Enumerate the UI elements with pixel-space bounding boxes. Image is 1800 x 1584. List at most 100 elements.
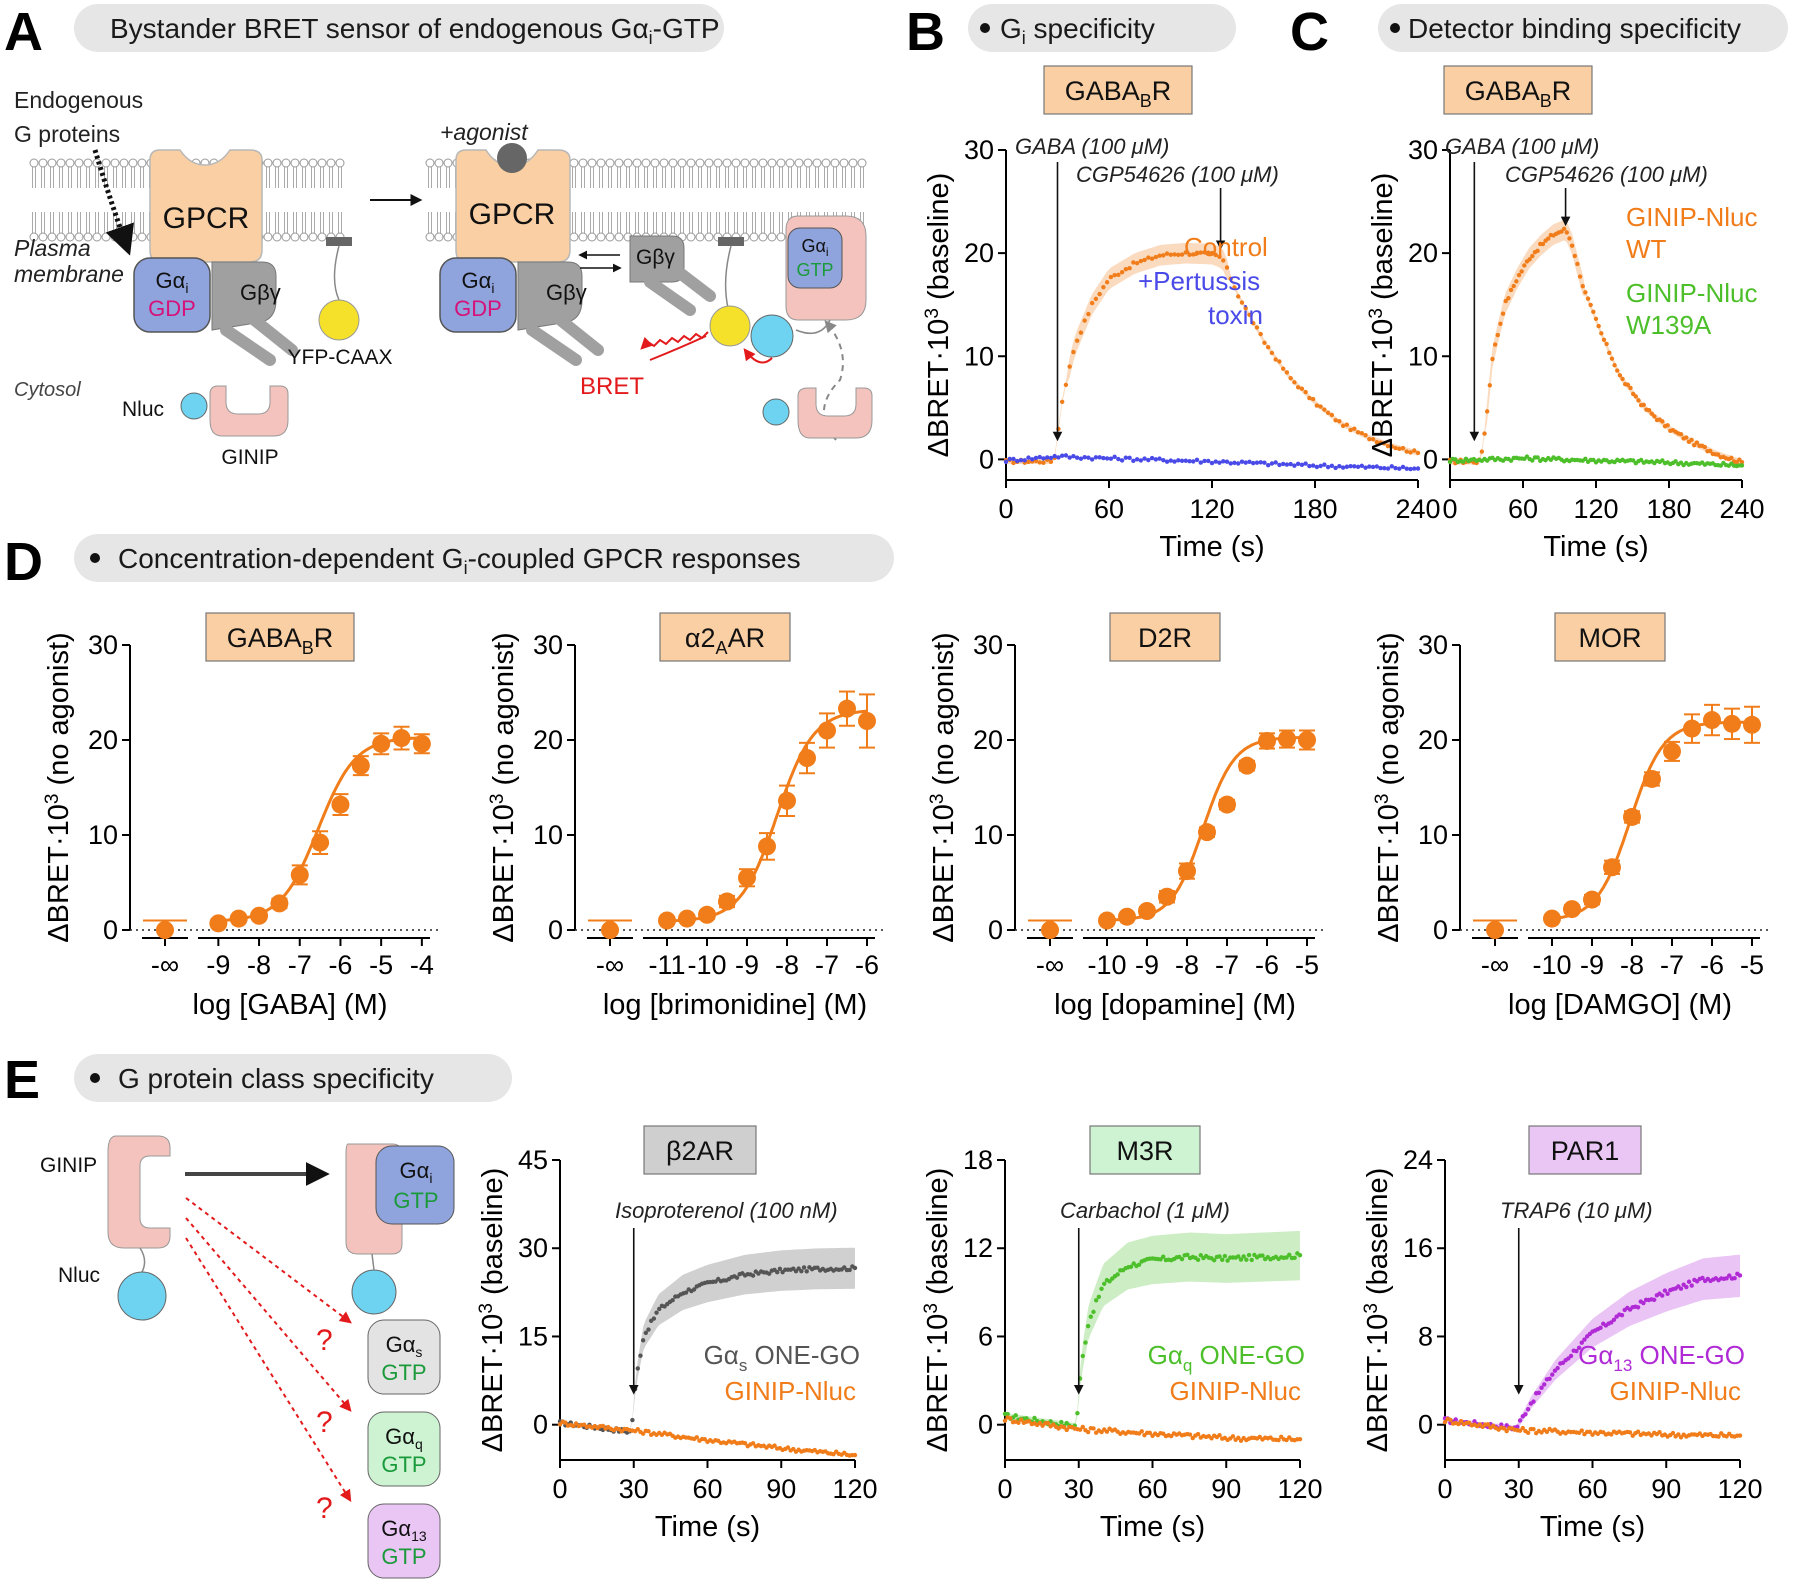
lipid-head-icon bbox=[605, 158, 615, 168]
legend-mut-1: GINIP-Nluc bbox=[1626, 278, 1757, 308]
lipid-head-icon bbox=[776, 158, 786, 168]
panel-b-header: B Gi specificity bbox=[906, 2, 1236, 62]
ginip-recruit-arrow bbox=[822, 320, 844, 441]
data-point bbox=[1093, 1298, 1099, 1303]
data-point bbox=[1085, 1429, 1091, 1435]
receptor-name: GABA bbox=[1465, 76, 1540, 106]
lipid-head-icon bbox=[137, 232, 147, 242]
lipid-head-icon bbox=[56, 158, 66, 168]
data-point bbox=[1676, 1432, 1681, 1437]
data-point bbox=[1011, 460, 1016, 466]
x-tick-label: -5 bbox=[1740, 950, 1764, 980]
data-point bbox=[1314, 403, 1320, 408]
data-point bbox=[1297, 1253, 1303, 1258]
panel-d-header-pill bbox=[74, 534, 894, 582]
data-point bbox=[1169, 1433, 1174, 1439]
data-point bbox=[1479, 449, 1485, 454]
nluc-label: Nluc bbox=[122, 398, 164, 421]
receptor-d4-label: MOR bbox=[1579, 623, 1642, 653]
receptor-name: β2AR bbox=[666, 1136, 734, 1166]
data-point bbox=[1635, 1305, 1641, 1310]
data-point bbox=[1723, 714, 1741, 733]
legend-ginip: GINIP-Nluc bbox=[1170, 1376, 1301, 1406]
data-point bbox=[1134, 260, 1140, 266]
ylabel-part: (baseline) bbox=[923, 173, 955, 308]
x-tick-label: -6 bbox=[855, 950, 879, 980]
data-point bbox=[1609, 1432, 1614, 1437]
chart-D1: 0 10 20 30 -∞ -9 -8 -7 -6 -5 -4 log [GABA] (M) ΔBRET… bbox=[42, 612, 440, 1021]
x-axis-label: Time (s) bbox=[1543, 531, 1648, 563]
data-point bbox=[1093, 455, 1099, 460]
chart-D4: 0 10 20 30 -∞ -10 -9 -8 -7 -6 -5 log [DAMGO] (M) ΔBR… bbox=[1372, 612, 1770, 1021]
data-point bbox=[1400, 445, 1406, 451]
x-axis-label: log [brimonidine] (M) bbox=[603, 989, 867, 1021]
data-point bbox=[640, 1338, 646, 1343]
data-point bbox=[1277, 462, 1282, 468]
lipid-head-icon bbox=[29, 158, 39, 168]
x-axis-label: Time (s) bbox=[1540, 1511, 1645, 1543]
data-point bbox=[1539, 1385, 1544, 1391]
data-point bbox=[1127, 265, 1132, 271]
data-point bbox=[1288, 461, 1293, 467]
data-point bbox=[1158, 887, 1176, 906]
receptor-sub: B bbox=[1540, 91, 1552, 111]
data-point bbox=[1348, 427, 1353, 433]
baseline-point bbox=[156, 921, 174, 939]
ylabel-part: ΔBRET·10 bbox=[928, 804, 960, 943]
legend-ginip: GINIP-Nluc bbox=[725, 1376, 856, 1406]
lipid-head-icon bbox=[56, 232, 66, 242]
receptor-name: D2R bbox=[1138, 623, 1192, 653]
legend-control: Control bbox=[1184, 232, 1268, 262]
panel-e-header-pill bbox=[74, 1054, 512, 1102]
data-point bbox=[1183, 458, 1188, 463]
e-ginip-icon bbox=[107, 1135, 171, 1249]
annotation-cgp: CGP54626 (100 μM) bbox=[1076, 162, 1279, 187]
lipid-head-icon bbox=[569, 158, 579, 168]
data-point bbox=[1633, 394, 1639, 399]
y-tick-label: 0 bbox=[1418, 1410, 1433, 1440]
g-proteins-label: G proteins bbox=[14, 121, 120, 147]
data-point bbox=[640, 1431, 646, 1436]
chart-C: 0 10 20 30 0 60 120 180 240 Time (s) ΔBRET·103 (ba… bbox=[1366, 65, 1765, 563]
data-point bbox=[1535, 248, 1540, 253]
x-tick-label: -10 bbox=[687, 950, 726, 980]
data-point bbox=[1385, 444, 1391, 449]
x-tick-label: 120 bbox=[1717, 1474, 1762, 1504]
data-point bbox=[1243, 306, 1248, 311]
gdp-label: GDP bbox=[148, 296, 196, 321]
lipid-head-icon bbox=[623, 158, 633, 168]
lipid-head-icon bbox=[695, 158, 705, 168]
y-tick-label: 45 bbox=[518, 1145, 548, 1175]
data-point bbox=[1456, 1421, 1461, 1427]
data-point bbox=[1284, 370, 1290, 375]
panel-a-header: Bystander BRET sensor of endogenous Gαi-… bbox=[110, 13, 720, 48]
data-point bbox=[1118, 907, 1136, 926]
lipid-head-icon bbox=[596, 232, 606, 242]
y-tick-label: 0 bbox=[1423, 444, 1438, 474]
data-point bbox=[1511, 283, 1516, 289]
data-point bbox=[1183, 250, 1188, 255]
x-tick-label: 0 bbox=[552, 1474, 567, 1504]
data-point bbox=[1061, 1425, 1067, 1430]
lipid-head-icon bbox=[857, 158, 867, 168]
data-point bbox=[1310, 396, 1316, 402]
panel-a-header-pill bbox=[74, 4, 724, 52]
y-tick-label: 20 bbox=[1408, 238, 1438, 268]
data-point bbox=[1611, 1317, 1617, 1323]
receptor-tail: R bbox=[314, 623, 334, 653]
series-error-band bbox=[560, 1247, 855, 1433]
gpcr-active-label: GPCR bbox=[469, 198, 556, 231]
data-point bbox=[1617, 373, 1623, 378]
data-point bbox=[1593, 316, 1599, 322]
data-point bbox=[1580, 283, 1585, 289]
data-point bbox=[1660, 1293, 1665, 1298]
galpha-right-label: Gαi bbox=[462, 268, 495, 296]
x-tick-label: 90 bbox=[1651, 1474, 1681, 1504]
data-point bbox=[1318, 463, 1323, 469]
lipid-head-icon bbox=[272, 158, 282, 168]
data-point bbox=[1665, 423, 1670, 428]
data-point bbox=[1262, 340, 1267, 345]
series-error-band bbox=[1450, 219, 1742, 466]
